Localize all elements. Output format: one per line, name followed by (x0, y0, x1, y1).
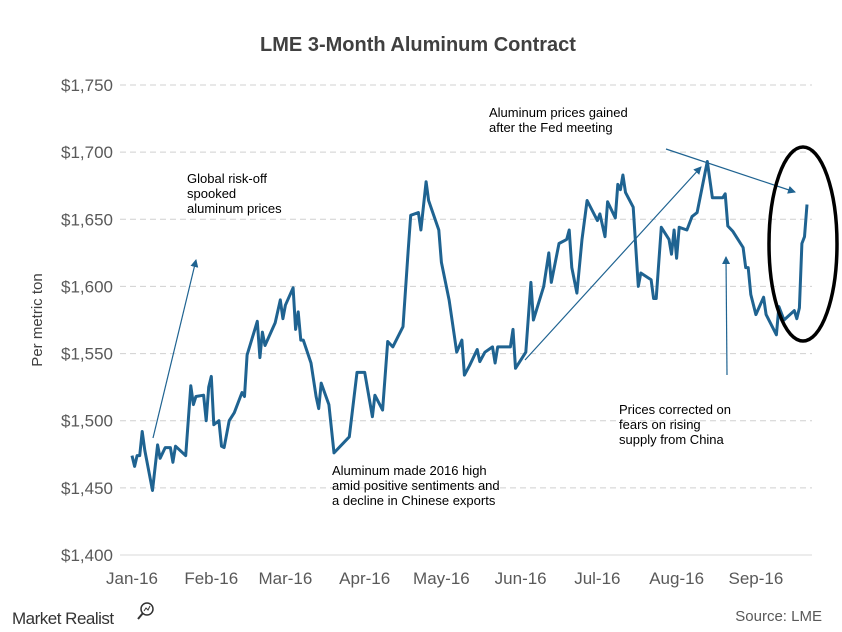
highlight-ellipse (767, 145, 839, 343)
svg-text:Prices corrected on: Prices corrected on (619, 402, 731, 417)
x-tick-label: Mar-16 (258, 569, 312, 588)
annotation-arrow-2 (524, 166, 702, 361)
annotation-arrow-4 (722, 256, 731, 376)
svg-text:Global risk-off: Global risk-off (187, 171, 267, 186)
x-tick-label: Jan-16 (106, 569, 158, 588)
x-tick-label: Aug-16 (649, 569, 704, 588)
x-tick-label: May-16 (413, 569, 470, 588)
annotation-arrow-1 (152, 259, 199, 439)
annotation-prices-corrected: Prices corrected on fears on rising supp… (619, 402, 731, 447)
svg-text:Aluminum prices gained: Aluminum prices gained (489, 105, 628, 120)
svg-text:fears on rising: fears on rising (619, 417, 701, 432)
svg-text:after the Fed meeting: after the Fed meeting (489, 120, 613, 135)
x-tick-label: Sep-16 (728, 569, 783, 588)
y-axis-label: Per metric ton (29, 273, 46, 366)
chart-title: LME 3-Month Aluminum Contract (260, 34, 576, 56)
source-label: Source: LME (735, 608, 822, 625)
y-tick-label: $1,750 (61, 76, 113, 95)
svg-text:spooked: spooked (187, 186, 236, 201)
svg-text:aluminum prices: aluminum prices (187, 201, 282, 216)
y-tick-label: $1,500 (61, 412, 113, 431)
y-axis-ticks: $1,400 $1,450 $1,500 $1,550 $1,600 $1,650 $1,7… (61, 76, 113, 565)
gridlines (120, 84, 812, 556)
svg-text:a decline in Chinese exports: a decline in Chinese exports (332, 493, 496, 508)
y-tick-label: $1,450 (61, 479, 113, 498)
x-tick-label: Apr-16 (339, 569, 390, 588)
y-tick-label: $1,550 (61, 345, 113, 364)
y-tick-label: $1,400 (61, 546, 113, 565)
svg-text:amid positive sentiments and: amid positive sentiments and (332, 478, 500, 493)
x-tick-label: Jun-16 (495, 569, 547, 588)
x-tick-label: Jul-16 (574, 569, 620, 588)
svg-text:Market Realist: Market Realist (12, 609, 114, 628)
price-line (130, 160, 809, 492)
x-tick-label: Feb-16 (184, 569, 238, 588)
svg-text:Aluminum made 2016 high: Aluminum made 2016 high (332, 463, 487, 478)
annotation-2016-high: Aluminum made 2016 high amid positive se… (332, 463, 500, 508)
y-tick-label: $1,700 (61, 143, 113, 162)
annotation-risk-off: Global risk-off spooked aluminum prices (187, 171, 282, 216)
y-tick-label: $1,650 (61, 210, 113, 229)
y-tick-label: $1,600 (61, 277, 113, 296)
x-axis-ticks: Jan-16 Feb-16 Mar-16 Apr-16 May-16 Jun-16 Jul-… (106, 569, 783, 588)
svg-text:supply from China: supply from China (619, 432, 725, 447)
annotation-arrow-3 (665, 148, 796, 194)
market-realist-logo: Market Realist (12, 602, 154, 628)
annotation-fed-meeting: Aluminum prices gained after the Fed mee… (489, 105, 628, 135)
